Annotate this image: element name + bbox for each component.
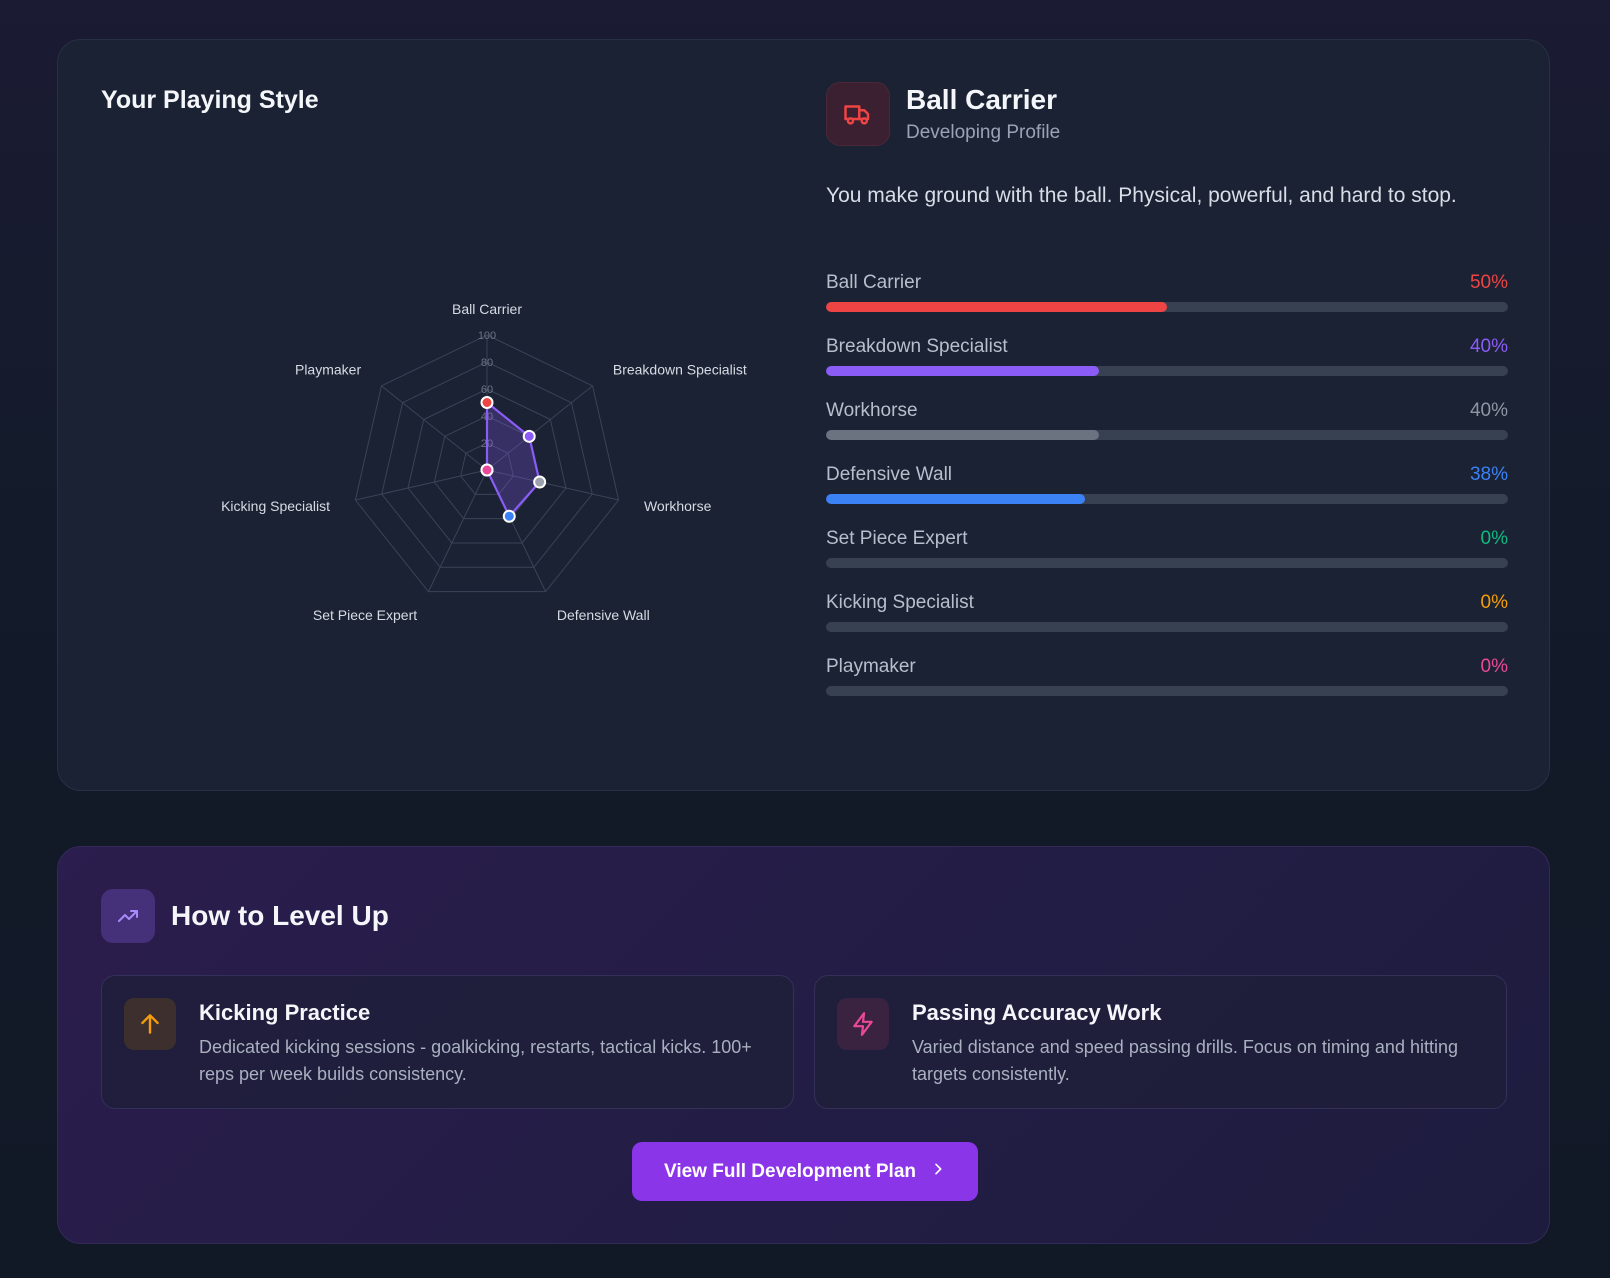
attribute-bar-fill: [826, 302, 1167, 312]
radar-spoke: [381, 385, 488, 471]
attribute-value: 40%: [1469, 400, 1508, 421]
attribute-value: 0%: [1480, 656, 1508, 677]
attribute-row: Ball Carrier 50%: [826, 272, 1508, 336]
tip-title: Kicking Practice: [199, 1000, 371, 1025]
radar-tick-label: 80: [481, 357, 493, 369]
attribute-row: Set Piece Expert 0%: [826, 528, 1508, 592]
radar-spoke: [427, 469, 488, 592]
attribute-label: Playmaker: [826, 656, 916, 677]
attribute-value: 0%: [1480, 528, 1508, 549]
radar-axis-label: Ball Carrier: [452, 301, 522, 317]
profile-name: Ball Carrier: [906, 84, 1057, 115]
cta-label: View Full Development Plan: [664, 1160, 916, 1182]
attribute-value: 50%: [1469, 272, 1508, 293]
view-development-plan-button[interactable]: View Full Development Plan: [632, 1142, 978, 1201]
radar-grid-ring: [381, 361, 593, 568]
radar-axis-label: Playmaker: [295, 362, 361, 378]
radar-axis-label: Set Piece Expert: [313, 607, 417, 623]
attribute-bar-fill: [826, 430, 1099, 440]
radar-tick-label: 60: [481, 384, 493, 396]
radar-axis-label: Breakdown Specialist: [613, 362, 747, 378]
playing-style-card: Your Playing Style 20 40 60 80 100 Ball Carr…: [57, 39, 1550, 791]
chevron-right-icon: [930, 1161, 946, 1183]
attribute-bar-track: [826, 302, 1508, 312]
radar-axis-labels: Ball Carrier Breakdown Specialist Workhors…: [221, 301, 747, 623]
radar-spoke: [486, 385, 593, 471]
radar-series-area: [485, 401, 541, 518]
profile-subtitle: Developing Profile: [906, 122, 1061, 143]
level-up-card: How to Level Up Kicking Practice Dedicat…: [57, 846, 1550, 1244]
attribute-bar-track: [826, 430, 1508, 440]
level-up-title: How to Level Up: [171, 900, 389, 931]
attribute-label: Set Piece Expert: [826, 528, 968, 549]
attribute-bar-track: [826, 494, 1508, 504]
radar-point: [522, 429, 536, 443]
attribute-label: Kicking Specialist: [826, 592, 974, 613]
attribute-label: Workhorse: [826, 400, 918, 421]
tip-title: Passing Accuracy Work: [912, 1000, 1162, 1025]
tip-text: Dedicated kicking sessions - goalkicking…: [199, 1037, 752, 1084]
attribute-label: Breakdown Specialist: [826, 336, 1008, 357]
radar-tick-label: 100: [478, 330, 496, 342]
profile-description: You make ground with the ball. Physical,…: [826, 184, 1457, 207]
radar-point: [502, 509, 516, 523]
tip-card-passing[interactable]: Passing Accuracy Work Varied distance an…: [814, 975, 1507, 1109]
attribute-row: Breakdown Specialist 40%: [826, 336, 1508, 400]
trending-up-icon: [101, 889, 155, 943]
radar-axis-label: Workhorse: [644, 498, 712, 514]
arrow-up-icon: [124, 998, 176, 1050]
tip-text: Varied distance and speed passing drills…: [912, 1037, 1458, 1084]
attribute-value: 0%: [1480, 592, 1508, 613]
attribute-bar-track: [826, 558, 1508, 568]
attribute-label: Ball Carrier: [826, 272, 922, 293]
radar-point: [480, 463, 494, 477]
radar-grid-ring: [460, 442, 514, 495]
radar-point: [533, 475, 547, 489]
attribute-row: Workhorse 40%: [826, 400, 1508, 464]
attribute-bar-track: [826, 686, 1508, 696]
truck-icon: [826, 82, 890, 146]
radar-grid-ring: [407, 388, 567, 544]
lightning-icon: [837, 998, 889, 1050]
attribute-bar-fill: [826, 366, 1099, 376]
attribute-bar-fill: [826, 494, 1086, 504]
attribute-row: Defensive Wall 38%: [826, 464, 1508, 528]
radar-grid-ring: [354, 334, 620, 593]
radar-axis-label: Kicking Specialist: [221, 498, 330, 514]
attribute-row: Playmaker 0%: [826, 656, 1508, 720]
radar-spoke: [486, 469, 619, 501]
radar-axis-label: Defensive Wall: [557, 607, 650, 623]
attribute-bar-track: [826, 366, 1508, 376]
attribute-row: Kicking Specialist 0%: [826, 592, 1508, 656]
radar-point: [480, 396, 494, 409]
attribute-value: 40%: [1469, 336, 1508, 357]
radar-chart: 20 40 60 80 100 Ball Carrier Breakdown Specia…: [158, 270, 758, 670]
radar-series: [480, 396, 547, 523]
tip-card-kicking[interactable]: Kicking Practice Dedicated kicking sessi…: [101, 975, 794, 1109]
section-title: Your Playing Style: [101, 86, 319, 114]
attribute-bar-track: [826, 622, 1508, 632]
attribute-label: Defensive Wall: [826, 464, 953, 485]
attribute-bars: Ball Carrier 50% Breakdown Specialist 40% Wo…: [826, 272, 1508, 720]
radar-spoke: [355, 469, 488, 501]
attribute-value: 38%: [1469, 464, 1508, 485]
